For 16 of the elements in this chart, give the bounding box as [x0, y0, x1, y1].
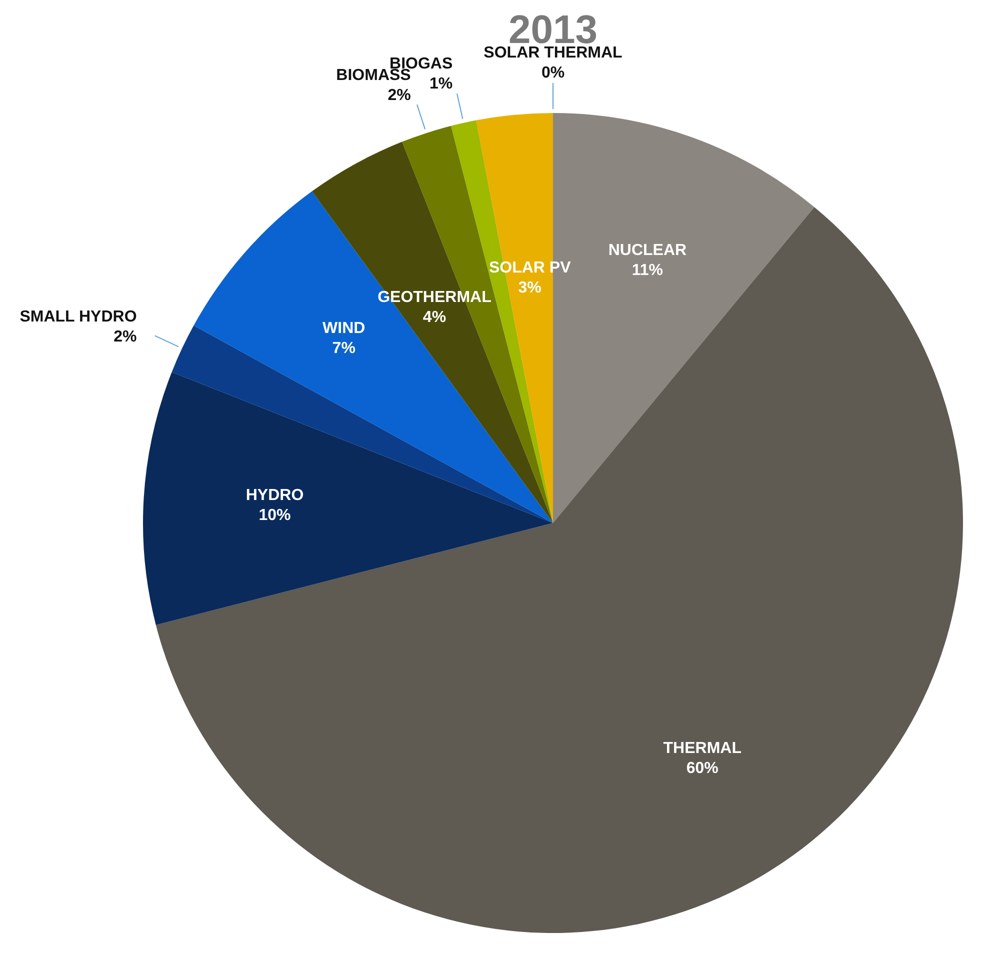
category-label: SOLAR THERMAL — [484, 44, 622, 62]
data-label: 2% — [388, 86, 411, 104]
slice-label: NUCLEAR — [608, 242, 687, 260]
data-label: 1% — [430, 75, 453, 92]
data-label: 7% — [332, 340, 356, 358]
data-label: 4% — [422, 308, 446, 326]
data-label: 11% — [632, 262, 664, 280]
data-label: 10% — [258, 506, 291, 524]
slice-label: WIND — [322, 320, 366, 338]
slice-label: THERMAL — [663, 740, 742, 757]
data-label: 3% — [518, 280, 542, 296]
text: 0% — [541, 64, 565, 82]
slice-label: HYDRO — [246, 486, 304, 504]
slice-label: SMALL HYDRO — [20, 308, 137, 326]
data-label: 60% — [686, 760, 718, 777]
data-label: 2% — [114, 328, 137, 346]
